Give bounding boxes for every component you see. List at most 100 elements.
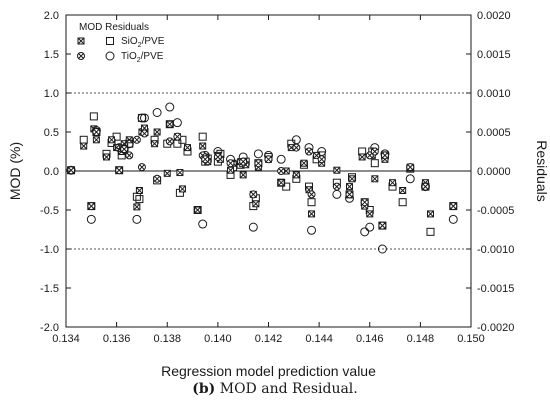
y2-tick-label: 0.0020 — [477, 10, 511, 22]
residual-point-circle — [360, 227, 370, 237]
residual-point-square — [79, 135, 88, 144]
chart: 0.134 0.136 0.138 0.140 0.142 0.144 0.146 0.148… — [7, 10, 550, 379]
mod-point-crossed-square — [346, 183, 353, 191]
y-tick-label: -1.5 — [40, 283, 59, 295]
residual-point-circle — [124, 139, 134, 149]
x-tick-label: 0.148 — [407, 333, 435, 345]
x-tick-label: 0.134 — [52, 333, 80, 345]
residual-point-circle — [139, 113, 149, 123]
mod-point-crossed-square — [80, 142, 88, 150]
marker-cross — [278, 168, 285, 174]
mod-point-crossed-square — [103, 153, 110, 161]
mod-point-crossed-square — [399, 187, 407, 194]
marker-cross — [80, 142, 88, 150]
mod-point-crossed-square — [239, 171, 247, 179]
mod-point-crossed-square — [199, 142, 207, 150]
mod-point-crossed-square — [153, 128, 161, 136]
mod-point-crossed-circle — [370, 147, 379, 156]
marker-cross — [379, 222, 386, 229]
mod-point-crossed-circle — [120, 145, 129, 154]
data-points — [66, 102, 458, 254]
marker-cross — [252, 200, 260, 208]
mod-point-crossed-square — [135, 187, 143, 194]
residual-point-circle — [105, 51, 115, 61]
mod-point-crossed-square — [184, 144, 191, 152]
mod-point-crossed-circle — [305, 147, 313, 156]
y2-tick-label: -0.0020 — [477, 322, 514, 334]
mod-point-crossed-circle — [332, 182, 341, 191]
marker-cross — [277, 179, 285, 187]
x-tick-label: 0.142 — [255, 333, 283, 345]
mod-point-crossed-circle — [165, 137, 174, 146]
mod-point-crossed-square — [366, 210, 374, 218]
mod-point-crossed-square — [333, 166, 341, 174]
residual-point-square — [282, 182, 291, 191]
mod-point-crossed-square — [77, 37, 85, 45]
legend-label-rest: /PVE — [141, 51, 164, 62]
marker-cross — [255, 160, 262, 167]
marker-cross — [293, 144, 300, 151]
marker-cross — [93, 136, 100, 144]
mod-point-crossed-circle — [77, 52, 85, 60]
x-tick-label: 0.144 — [305, 333, 333, 345]
residual-point-square — [398, 198, 407, 207]
marker-cross — [346, 191, 353, 198]
marker-cross — [126, 152, 133, 159]
marker-cross — [121, 146, 128, 153]
marker-cross — [348, 175, 356, 183]
marker-cross — [93, 129, 100, 135]
mod-point-crossed-circle — [87, 202, 96, 211]
marker-cross — [133, 203, 141, 211]
residual-point-square — [106, 37, 114, 45]
residual-point-square — [307, 198, 316, 207]
marker-cross — [116, 167, 123, 174]
mod-point-crossed-square — [151, 140, 159, 148]
mod-point-crossed-circle — [254, 159, 263, 168]
marker-cross — [371, 175, 379, 183]
marker-cross — [77, 37, 85, 45]
legend-entry-tio2: TiO2/PVE — [77, 51, 164, 64]
y-axis-title: MOD (%) — [7, 142, 23, 200]
mod-point-crossed-circle — [264, 155, 273, 164]
marker-cross — [199, 142, 207, 150]
mod-point-crossed-square — [308, 210, 316, 218]
legend-label-main: TiO — [121, 51, 137, 62]
marker-cross — [346, 183, 353, 190]
marker-cross — [174, 133, 181, 140]
caption-text: MOD and Residual. — [215, 381, 358, 397]
mod-point-crossed-circle — [153, 174, 162, 183]
marker-cross — [151, 140, 158, 148]
y-tick-label: 1.5 — [44, 49, 59, 61]
marker-cross — [389, 179, 396, 187]
residual-point-circle — [152, 108, 162, 117]
mod-point-crossed-circle — [173, 132, 182, 141]
marker-cross — [407, 164, 414, 170]
mod-point-crossed-square — [389, 179, 397, 187]
marker-cross — [78, 53, 84, 59]
marker-cross — [139, 164, 145, 170]
mod-point-crossed-circle — [67, 166, 76, 175]
x-tick-label: 0.136 — [103, 333, 131, 345]
mod-point-crossed-circle — [125, 151, 134, 160]
mod-point-crossed-circle — [360, 198, 369, 207]
y2-tick-label: 0.0000 — [477, 166, 511, 178]
marker-cross — [333, 166, 341, 174]
y2-tick-label: -0.0015 — [477, 283, 514, 295]
legend-label-sub: 2 — [138, 42, 142, 49]
marker-cross — [358, 153, 366, 161]
marker-cross — [68, 167, 74, 174]
legend-title: MOD Residuals — [79, 22, 149, 33]
mod-point-crossed-circle — [239, 157, 248, 166]
marker-cross — [308, 210, 315, 218]
marker-cross — [141, 130, 148, 137]
legend-label: TiO2/PVE — [121, 51, 164, 64]
marker-cross — [318, 156, 325, 163]
marker-cross — [184, 144, 191, 151]
marker-cross — [166, 138, 173, 145]
mod-point-crossed-circle — [226, 159, 235, 168]
mod-point-crossed-circle — [213, 152, 222, 161]
marker-cross — [250, 191, 257, 198]
marker-cross — [240, 158, 247, 165]
y-tick-label: 0.0 — [44, 166, 59, 178]
legend: MOD Residuals SiO2/PVE TiO2/PVE — [77, 22, 165, 64]
